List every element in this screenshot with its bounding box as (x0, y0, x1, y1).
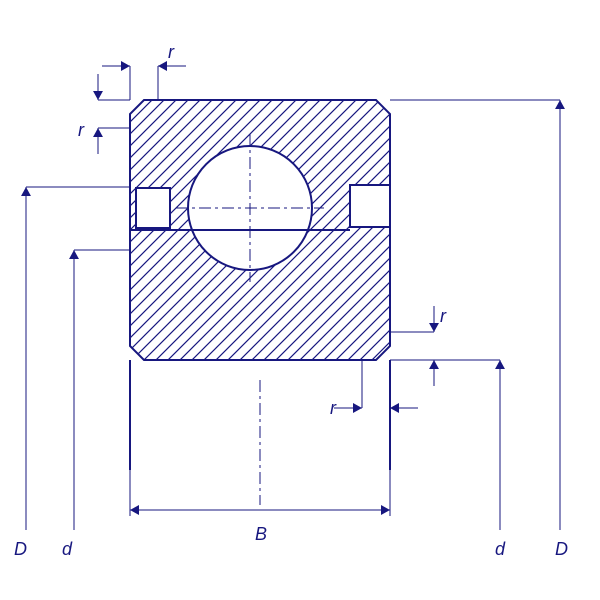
dim-arrowhead (130, 505, 139, 515)
label-D: D (555, 539, 568, 559)
cage-notch-right (350, 185, 390, 227)
dim-arrowhead (121, 61, 130, 71)
label-r_bot_h: r (330, 398, 337, 418)
dim-arrowhead (93, 91, 103, 100)
label-B: B (255, 524, 267, 544)
label-r_top_h: r (168, 42, 175, 62)
dim-arrowhead (390, 403, 399, 413)
label-d1: d (62, 539, 73, 559)
dim-arrowhead (381, 505, 390, 515)
label-r_bot_v: r (440, 306, 447, 326)
dim-arrowhead (429, 360, 439, 369)
cage-notch-left (136, 188, 170, 228)
dim-arrowhead (495, 360, 505, 369)
dim-arrowhead (93, 128, 103, 137)
dim-arrowhead (555, 100, 565, 109)
dim-arrowhead (21, 187, 31, 196)
label-r_top_v: r (78, 120, 85, 140)
label-D1: D (14, 539, 27, 559)
dim-arrowhead (353, 403, 362, 413)
dim-arrowhead (429, 323, 439, 332)
dim-arrowhead (69, 250, 79, 259)
label-d: d (495, 539, 506, 559)
dim-arrowhead (158, 61, 167, 71)
